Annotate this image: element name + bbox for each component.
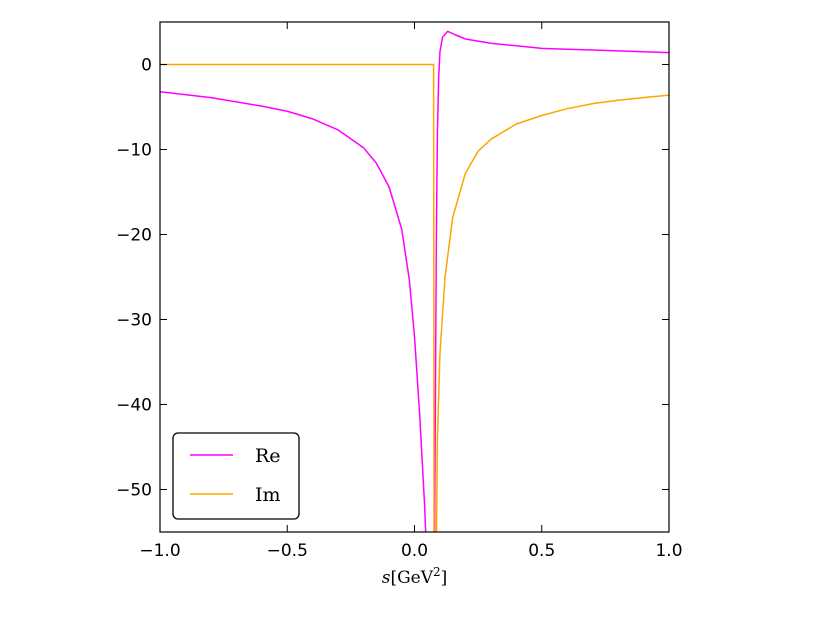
legend-label-re: Re — [255, 445, 281, 467]
y-tick-label: 0 — [141, 56, 152, 76]
x-tick-label: 0.5 — [528, 541, 555, 561]
y-tick-label: −40 — [116, 396, 152, 416]
series-line-re — [160, 30, 669, 532]
x-axis-unit-exponent: 2 — [433, 565, 441, 579]
x-axis-var: s — [382, 568, 391, 588]
x-axis-bracket-open: [ — [390, 568, 397, 588]
x-axis-unit: GeV — [397, 568, 434, 588]
series-layer — [160, 30, 669, 532]
legend-label-im: Im — [255, 484, 281, 506]
x-tick-label: −1.0 — [139, 541, 180, 561]
y-tick-label: −10 — [116, 141, 152, 161]
series-line-im — [160, 63, 669, 532]
plot-frame — [159, 21, 670, 533]
x-tick-label: −0.5 — [267, 541, 308, 561]
y-tick-label: −50 — [116, 481, 152, 501]
x-axis-bracket-close: ] — [441, 568, 448, 588]
x-tick-label: 0.0 — [401, 541, 428, 561]
legend: Re Im — [172, 432, 300, 520]
x-axis-label: s[GeV2] — [382, 565, 448, 588]
y-tick-label: −20 — [116, 226, 152, 246]
x-tick-label: 1.0 — [655, 541, 682, 561]
tick-layer: −1.0 −0.5 0.0 0.5 1.0 0 −10 −20 −30 −40 −50 — [116, 22, 683, 561]
y-tick-label: −30 — [116, 311, 152, 331]
